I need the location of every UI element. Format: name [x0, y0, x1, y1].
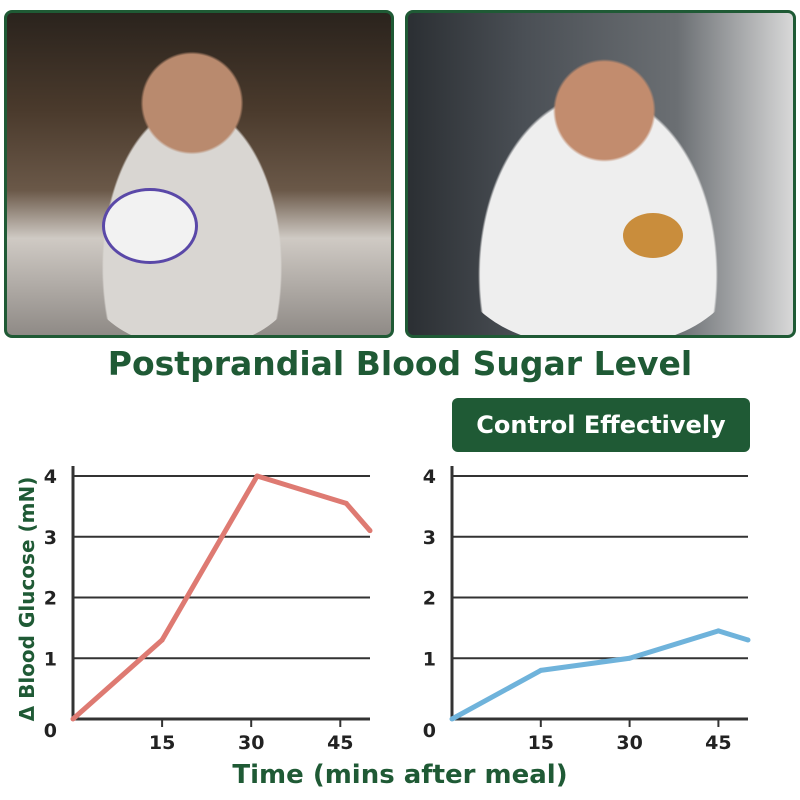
x-tick-label: 45	[705, 732, 731, 754]
y-tick-label: 2	[44, 588, 57, 610]
control-effectively-badge: Control Effectively	[452, 398, 750, 452]
y-tick-label: 0	[44, 720, 57, 742]
y-tick-label: 4	[44, 466, 57, 488]
data-point	[715, 628, 721, 634]
data-point	[254, 473, 260, 479]
data-point	[538, 667, 544, 673]
dessert-plate	[102, 188, 198, 264]
data-point	[449, 716, 455, 722]
data-point	[627, 655, 633, 661]
y-tick-label: 2	[423, 588, 436, 610]
y-tick-label: 4	[423, 466, 436, 488]
data-point	[367, 528, 373, 534]
y-tick-label: 1	[44, 648, 57, 670]
series-line	[450, 628, 749, 722]
burger	[623, 213, 683, 258]
person-figure	[67, 43, 317, 335]
data-point	[159, 637, 165, 643]
data-point	[343, 500, 349, 506]
photo-man-eating-burger	[405, 10, 796, 338]
x-tick-label: 30	[616, 732, 642, 754]
y-tick-label: 1	[423, 648, 436, 670]
x-axis-label: Time (mins after meal)	[232, 760, 568, 790]
x-tick-label: 45	[327, 732, 353, 754]
x-tick-label: 15	[149, 732, 175, 754]
x-tick-label: 15	[528, 732, 554, 754]
y-tick-label: 3	[423, 527, 436, 549]
x-tick-label: 30	[238, 732, 264, 754]
data-point	[745, 637, 751, 643]
photo-man-eating-dessert	[4, 10, 394, 338]
data-point	[70, 716, 76, 722]
page-title: Postprandial Blood Sugar Level	[107, 344, 693, 383]
y-tick-label: 3	[44, 527, 57, 549]
y-tick-label: 0	[423, 720, 436, 742]
person-figure	[438, 33, 758, 335]
